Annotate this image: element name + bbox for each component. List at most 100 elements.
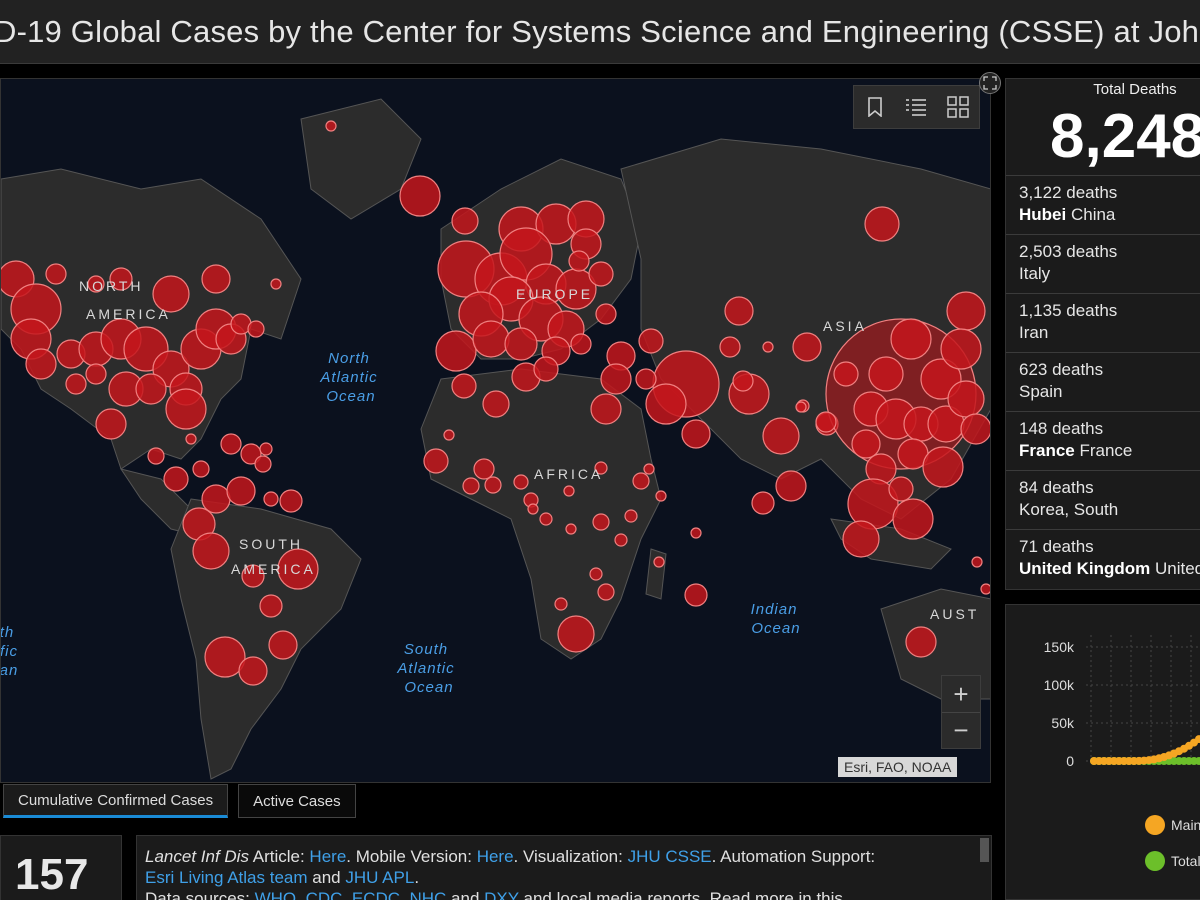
deaths-panel: Total Deaths 8,248 3,122 deaths Hubei Chi…: [1005, 78, 1200, 590]
expand-icon[interactable]: [979, 72, 1001, 94]
rest-label: and local media reports. Read more in th…: [518, 889, 843, 900]
article-link[interactable]: Here: [309, 847, 347, 866]
legend-main[interactable]: Main: [1145, 815, 1200, 835]
deaths-total: 8,248: [1050, 102, 1200, 171]
label-asia: ASIA: [823, 318, 867, 334]
jhu-csse-link[interactable]: JHU CSSE: [627, 847, 712, 866]
death-region: United Kingdom: [1019, 559, 1151, 578]
and-label: and: [307, 868, 346, 887]
dxy-link[interactable]: DXY: [484, 889, 519, 900]
label-australia: AUST: [930, 606, 979, 622]
y-tick: 50k: [1051, 715, 1075, 731]
zoom-control: + −: [941, 675, 981, 749]
jhu-apl-link[interactable]: JHU APL: [345, 868, 415, 887]
zoom-in-button[interactable]: +: [953, 678, 969, 709]
tab-active-cases[interactable]: Active Cases: [238, 784, 356, 818]
ocean-south-atlantic-3: Ocean: [404, 679, 453, 696]
death-place: United Kingdom United Kingdom: [1019, 558, 1200, 580]
map-tabs: Cumulative Confirmed Cases Active Cases: [0, 784, 366, 820]
y-axis-ticks: 150k 100k 50k 0: [1044, 639, 1075, 769]
info-scrollbar[interactable]: [980, 838, 989, 862]
deaths-list-item[interactable]: 3,122 deaths Hubei China: [1006, 175, 1200, 234]
death-country: Spain: [1019, 382, 1063, 401]
count-panel: 157: [0, 835, 122, 900]
basemap-gallery-icon[interactable]: [943, 92, 973, 122]
info-line-2: Esri Living Atlas team and JHU APL.: [145, 867, 983, 888]
deaths-list-item[interactable]: 148 deaths France France: [1006, 411, 1200, 470]
map-toolbar: [853, 85, 980, 129]
death-region: Hubei: [1019, 205, 1067, 224]
death-country: Iran: [1019, 323, 1049, 342]
deaths-label: Total Deaths: [1093, 81, 1177, 98]
ocean-south-atlantic-1: South: [404, 641, 448, 658]
mobile-label: . Mobile Version:: [346, 847, 477, 866]
label-europe: EUROPE: [516, 286, 593, 302]
series-main: [1090, 735, 1200, 765]
bookmark-icon[interactable]: [860, 92, 890, 122]
y-tick: 100k: [1044, 677, 1075, 693]
and2-label: and: [446, 889, 485, 900]
legend-main-dot: [1145, 815, 1165, 835]
death-country: France: [1074, 441, 1133, 460]
deaths-list-item[interactable]: 623 deaths Spain: [1006, 352, 1200, 411]
ocean-south-atlantic-2: Atlantic: [396, 660, 454, 677]
death-place: Italy: [1019, 263, 1193, 285]
death-count: 84 deaths: [1019, 478, 1094, 497]
legend-total[interactable]: Total: [1145, 851, 1200, 871]
death-place: Hubei China: [1019, 204, 1193, 226]
death-country: China: [1066, 205, 1116, 224]
info-panel: Lancet Inf Dis Article: Here. Mobile Ver…: [136, 835, 992, 900]
count-value: 157: [15, 850, 89, 899]
death-country: Korea, South: [1019, 500, 1119, 519]
map-canvas[interactable]: NORTH AMERICA SOUTH AMERICA EUROPE ASIA …: [1, 79, 991, 783]
automation-label: . Automation Support:: [711, 847, 876, 866]
mobile-link[interactable]: Here: [476, 847, 514, 866]
death-place: Korea, South: [1019, 499, 1193, 521]
series-main-point: [1195, 735, 1200, 744]
death-count: 623 deaths: [1019, 360, 1104, 379]
title-bar: D-19 Global Cases by the Center for Syst…: [0, 0, 1200, 64]
cases-chart[interactable]: 150k 100k 50k 0: [1006, 605, 1200, 900]
death-count: 2,503 deaths: [1019, 242, 1118, 261]
article-label: Article:: [248, 847, 310, 866]
y-tick: 150k: [1044, 639, 1075, 655]
series-total-point: [1195, 757, 1200, 765]
ocean-indian-1: Indian: [751, 601, 798, 618]
list-icon[interactable]: [901, 92, 931, 122]
deaths-list-item[interactable]: 71 deaths United Kingdom United Kingdom: [1006, 529, 1200, 588]
period-label: .: [414, 868, 420, 887]
region-labels: NORTH AMERICA SOUTH AMERICA EUROPE ASIA …: [79, 278, 979, 622]
death-count: 148 deaths: [1019, 419, 1104, 438]
ocean-pacific-1: th: [1, 624, 14, 641]
legend-main-label: Main: [1171, 817, 1200, 833]
label-south-america: AMERICA: [231, 561, 316, 577]
death-count: 3,122 deaths: [1019, 183, 1118, 202]
case-bubbles: [1, 120, 990, 686]
page-title: D-19 Global Cases by the Center for Syst…: [0, 14, 1200, 49]
ocean-north-atlantic-3: Ocean: [326, 388, 375, 405]
death-region: France: [1019, 441, 1075, 460]
legend-total-dot: [1145, 851, 1165, 871]
death-count: 71 deaths: [1019, 537, 1094, 556]
ocean-north-atlantic-2: Atlantic: [319, 369, 377, 386]
chart-panel: 150k 100k 50k 0 Main Total: [1005, 604, 1200, 900]
death-place: Spain: [1019, 381, 1193, 403]
world-map[interactable]: NORTH AMERICA SOUTH AMERICA EUROPE ASIA …: [0, 78, 991, 783]
ocean-pacific-3: an: [1, 662, 18, 679]
deaths-list-item[interactable]: 84 deaths Korea, South: [1006, 470, 1200, 529]
death-place: Iran: [1019, 322, 1193, 344]
sources-link[interactable]: WHO, CDC, ECDC, NHC: [254, 889, 447, 900]
label-africa: AFRICA: [534, 466, 603, 482]
deaths-list-item[interactable]: 2,503 deaths Italy: [1006, 234, 1200, 293]
map-attribution[interactable]: Esri, FAO, NOAA: [838, 757, 958, 777]
deaths-list[interactable]: 3,122 deaths Hubei China 2,503 deaths Italy…: [1006, 175, 1200, 588]
zoom-out-button[interactable]: −: [942, 712, 980, 748]
sources-label: Data sources:: [145, 889, 255, 900]
esri-team-link[interactable]: Esri Living Atlas team: [145, 868, 308, 887]
ocean-labels: North Atlantic Ocean South Atlantic Ocea…: [1, 350, 800, 696]
tab-cumulative-confirmed[interactable]: Cumulative Confirmed Cases: [3, 784, 229, 818]
info-line-3: Data sources: WHO, CDC, ECDC, NHC and DX…: [145, 888, 983, 900]
lancet-label: Lancet Inf Dis: [145, 847, 249, 866]
deaths-list-item[interactable]: 1,135 deaths Iran: [1006, 293, 1200, 352]
death-country: Italy: [1019, 264, 1051, 283]
